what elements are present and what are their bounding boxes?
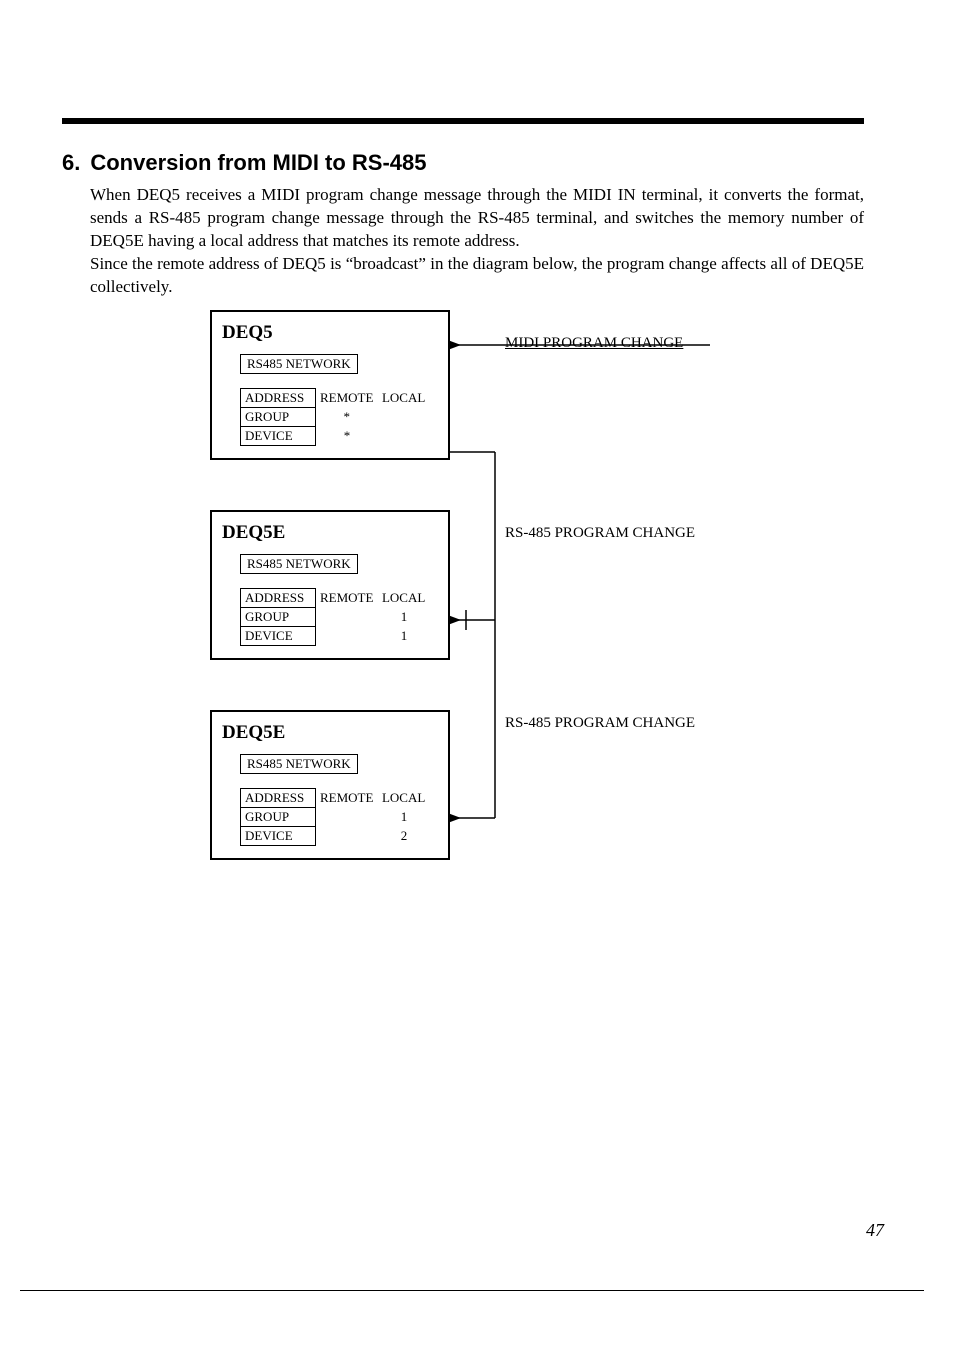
addr-header-address: ADDRESS bbox=[241, 589, 316, 608]
addr-header-remote: REMOTE bbox=[316, 789, 378, 808]
device-title: DEQ5 bbox=[222, 322, 438, 344]
addr-group-remote: * bbox=[316, 408, 378, 427]
device-title: DEQ5E bbox=[222, 722, 438, 744]
addr-row-device-label: DEVICE bbox=[241, 427, 316, 446]
addr-group-local: 1 bbox=[378, 608, 430, 627]
addr-row-device-label: DEVICE bbox=[241, 627, 316, 646]
addr-device-local: 2 bbox=[378, 827, 430, 846]
network-badge: RS485 NETWORK bbox=[240, 354, 358, 374]
device-box-deq5e-2: DEQ5E RS485 NETWORK ADDRESS REMOTE LOCAL… bbox=[210, 710, 450, 860]
address-table: ADDRESS REMOTE LOCAL GROUP 1 DEVICE 2 bbox=[240, 788, 430, 846]
address-table: ADDRESS REMOTE LOCAL GROUP * DEVICE * bbox=[240, 388, 430, 446]
bottom-rule bbox=[20, 1290, 924, 1291]
top-rule bbox=[62, 118, 864, 124]
addr-group-remote bbox=[316, 808, 378, 827]
diagram: MIDI PROGRAM CHANGE RS-485 PROGRAM CHANG… bbox=[210, 310, 770, 880]
page: 6. Conversion from MIDI to RS-485 When D… bbox=[0, 0, 954, 1351]
body-text: When DEQ5 receives a MIDI program change… bbox=[90, 184, 864, 299]
addr-group-remote bbox=[316, 608, 378, 627]
addr-device-remote: * bbox=[316, 427, 378, 446]
addr-row-device-label: DEVICE bbox=[241, 827, 316, 846]
addr-device-remote bbox=[316, 627, 378, 646]
addr-header-remote: REMOTE bbox=[316, 389, 378, 408]
addr-device-local: 1 bbox=[378, 627, 430, 646]
addr-device-local bbox=[378, 427, 430, 446]
addr-group-local bbox=[378, 408, 430, 427]
section-heading: 6. Conversion from MIDI to RS-485 bbox=[62, 150, 427, 176]
addr-row-group-label: GROUP bbox=[241, 608, 316, 627]
addr-header-address: ADDRESS bbox=[241, 789, 316, 808]
device-title: DEQ5E bbox=[222, 522, 438, 544]
addr-device-remote bbox=[316, 827, 378, 846]
label-midi-program-change: MIDI PROGRAM CHANGE bbox=[505, 335, 683, 352]
label-rs485-program-change-1: RS-485 PROGRAM CHANGE bbox=[505, 525, 695, 542]
paragraph-1: When DEQ5 receives a MIDI program change… bbox=[90, 184, 864, 253]
addr-group-local: 1 bbox=[378, 808, 430, 827]
addr-header-local: LOCAL bbox=[378, 589, 430, 608]
addr-header-local: LOCAL bbox=[378, 789, 430, 808]
section-title: Conversion from MIDI to RS-485 bbox=[90, 150, 426, 176]
addr-header-local: LOCAL bbox=[378, 389, 430, 408]
paragraph-2: Since the remote address of DEQ5 is “bro… bbox=[90, 253, 864, 299]
device-box-deq5: DEQ5 RS485 NETWORK ADDRESS REMOTE LOCAL … bbox=[210, 310, 450, 460]
device-box-deq5e-1: DEQ5E RS485 NETWORK ADDRESS REMOTE LOCAL… bbox=[210, 510, 450, 660]
addr-header-address: ADDRESS bbox=[241, 389, 316, 408]
address-table: ADDRESS REMOTE LOCAL GROUP 1 DEVICE 1 bbox=[240, 588, 430, 646]
network-badge: RS485 NETWORK bbox=[240, 754, 358, 774]
page-number: 47 bbox=[866, 1220, 884, 1241]
addr-row-group-label: GROUP bbox=[241, 808, 316, 827]
label-rs485-program-change-2: RS-485 PROGRAM CHANGE bbox=[505, 715, 695, 732]
addr-header-remote: REMOTE bbox=[316, 589, 378, 608]
section-number: 6. bbox=[62, 150, 80, 176]
network-badge: RS485 NETWORK bbox=[240, 554, 358, 574]
addr-row-group-label: GROUP bbox=[241, 408, 316, 427]
